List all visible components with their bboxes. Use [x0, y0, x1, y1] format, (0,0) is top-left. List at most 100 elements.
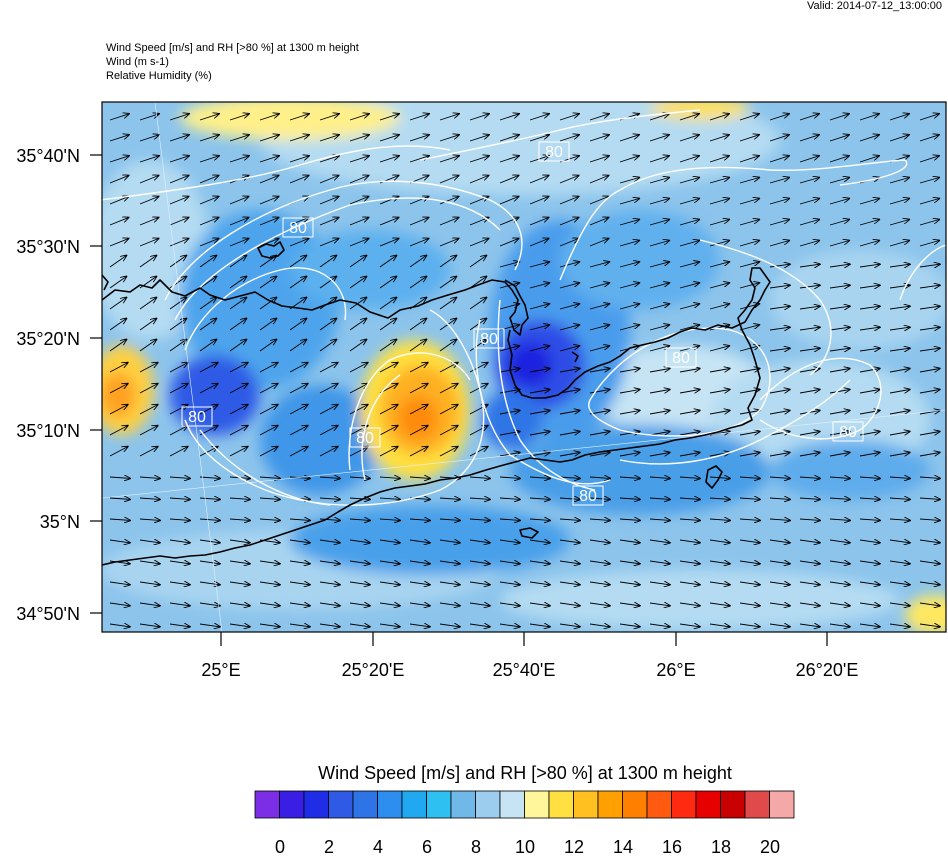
wind-arrow	[319, 540, 340, 543]
wind-arrow	[649, 369, 670, 373]
rh-contour	[361, 374, 401, 481]
wind-arrow	[769, 306, 790, 309]
wind-arrow	[199, 477, 220, 478]
wind-arrow	[499, 239, 519, 247]
rh-contour	[199, 429, 331, 506]
wind-arrow	[109, 277, 126, 289]
wind-arrow	[739, 369, 760, 373]
wind-arrow	[679, 369, 700, 373]
latitude-label: 35°40'N	[16, 146, 80, 166]
wind-arrow	[619, 220, 639, 226]
wind-arrow	[649, 262, 669, 268]
wind-arrow	[409, 519, 430, 520]
wind-arrow	[529, 603, 550, 606]
wind-arrow	[319, 363, 338, 373]
wind-arrow	[259, 114, 279, 121]
contour-label: 80	[665, 347, 697, 368]
wind-arrow	[529, 411, 550, 415]
wind-arrow	[139, 426, 158, 436]
wind-arrow	[319, 426, 338, 436]
wind-arrow	[439, 197, 459, 205]
wind-arrow	[439, 340, 456, 352]
wind-arrow	[739, 283, 759, 289]
wind-arrow	[139, 256, 156, 268]
wind-arrow	[889, 390, 910, 394]
wind-arrow	[289, 405, 308, 415]
wind-arrow	[739, 540, 760, 543]
wind-arrow	[859, 114, 879, 121]
wind-arrow	[559, 176, 579, 184]
wind-arrow	[679, 241, 699, 247]
wind-arrow	[259, 277, 276, 289]
wind-arrow	[859, 199, 879, 205]
wind-arrow	[829, 477, 850, 478]
wind-arrow	[739, 156, 759, 163]
wind-arrow	[859, 498, 880, 499]
wind-arrow	[439, 277, 456, 289]
wind-arrow	[319, 176, 339, 184]
wind-arrow	[259, 363, 278, 373]
wind-arrow	[559, 304, 579, 310]
wind-arrow	[409, 340, 426, 352]
wind-arrow	[349, 498, 370, 499]
wind-arrow	[649, 603, 670, 606]
wind-arrow	[769, 135, 789, 142]
wind-arrow	[589, 432, 610, 436]
wind-arrow	[619, 411, 640, 415]
wind-arrow	[109, 256, 126, 268]
wind-arrow	[229, 603, 250, 606]
wind-arrow	[259, 582, 280, 585]
wind-arrow	[289, 256, 306, 268]
longitude-label: 26°20'E	[796, 660, 859, 680]
wind-arrow	[619, 241, 639, 247]
wind-arrow	[439, 540, 460, 543]
wind-arrow	[919, 348, 940, 351]
coastline	[102, 241, 771, 566]
wind-arrow	[529, 135, 549, 142]
wind-arrow	[379, 561, 400, 564]
wind-arrow	[559, 603, 580, 606]
wind-arrow	[739, 135, 759, 142]
wind-arrow	[229, 218, 249, 226]
wind-arrow	[139, 156, 159, 163]
wind-arrow	[289, 114, 309, 121]
wind-arrow	[529, 453, 550, 457]
wind-arrow	[589, 624, 610, 627]
wind-arrow	[169, 218, 189, 226]
wind-arrow	[409, 624, 430, 627]
wind-arrow	[889, 369, 910, 373]
wind-arrow	[769, 199, 789, 205]
wind-arrow	[199, 197, 219, 205]
wind-arrow	[679, 432, 700, 436]
wind-arrow	[529, 624, 550, 627]
colorbar-swatch	[499, 790, 525, 819]
wind-arrow	[679, 582, 700, 585]
wind-arrow	[679, 561, 700, 564]
wind-arrow	[769, 453, 790, 457]
latitude-label: 35°20'N	[16, 329, 80, 349]
wind-arrow	[559, 239, 579, 247]
wind-arrow	[499, 624, 520, 627]
wind-arrow	[439, 405, 458, 415]
wind-arrow	[349, 298, 366, 310]
svg-text:80: 80	[188, 409, 206, 426]
wind-arrow	[169, 561, 190, 564]
wind-arrow	[499, 197, 519, 205]
wind-arrow	[529, 304, 549, 310]
wind-arrow	[469, 363, 488, 373]
wind-arrow	[739, 199, 759, 205]
wind-arrow	[319, 582, 340, 585]
wind-arrow	[799, 498, 820, 499]
colorbar-tick-label: 18	[710, 837, 732, 857]
wind-arrow	[199, 582, 220, 585]
wind-arrow	[379, 239, 399, 247]
islet-coastline	[519, 527, 539, 539]
wind-arrow	[799, 220, 819, 226]
wind-arrow	[649, 432, 670, 436]
wind-arrow	[109, 135, 129, 142]
wind-arrow	[649, 519, 670, 520]
wind-arrow	[469, 582, 490, 585]
wind-arrow	[559, 411, 580, 415]
colorbar-tick-label: 8	[470, 837, 482, 857]
rh-contour	[102, 145, 451, 201]
